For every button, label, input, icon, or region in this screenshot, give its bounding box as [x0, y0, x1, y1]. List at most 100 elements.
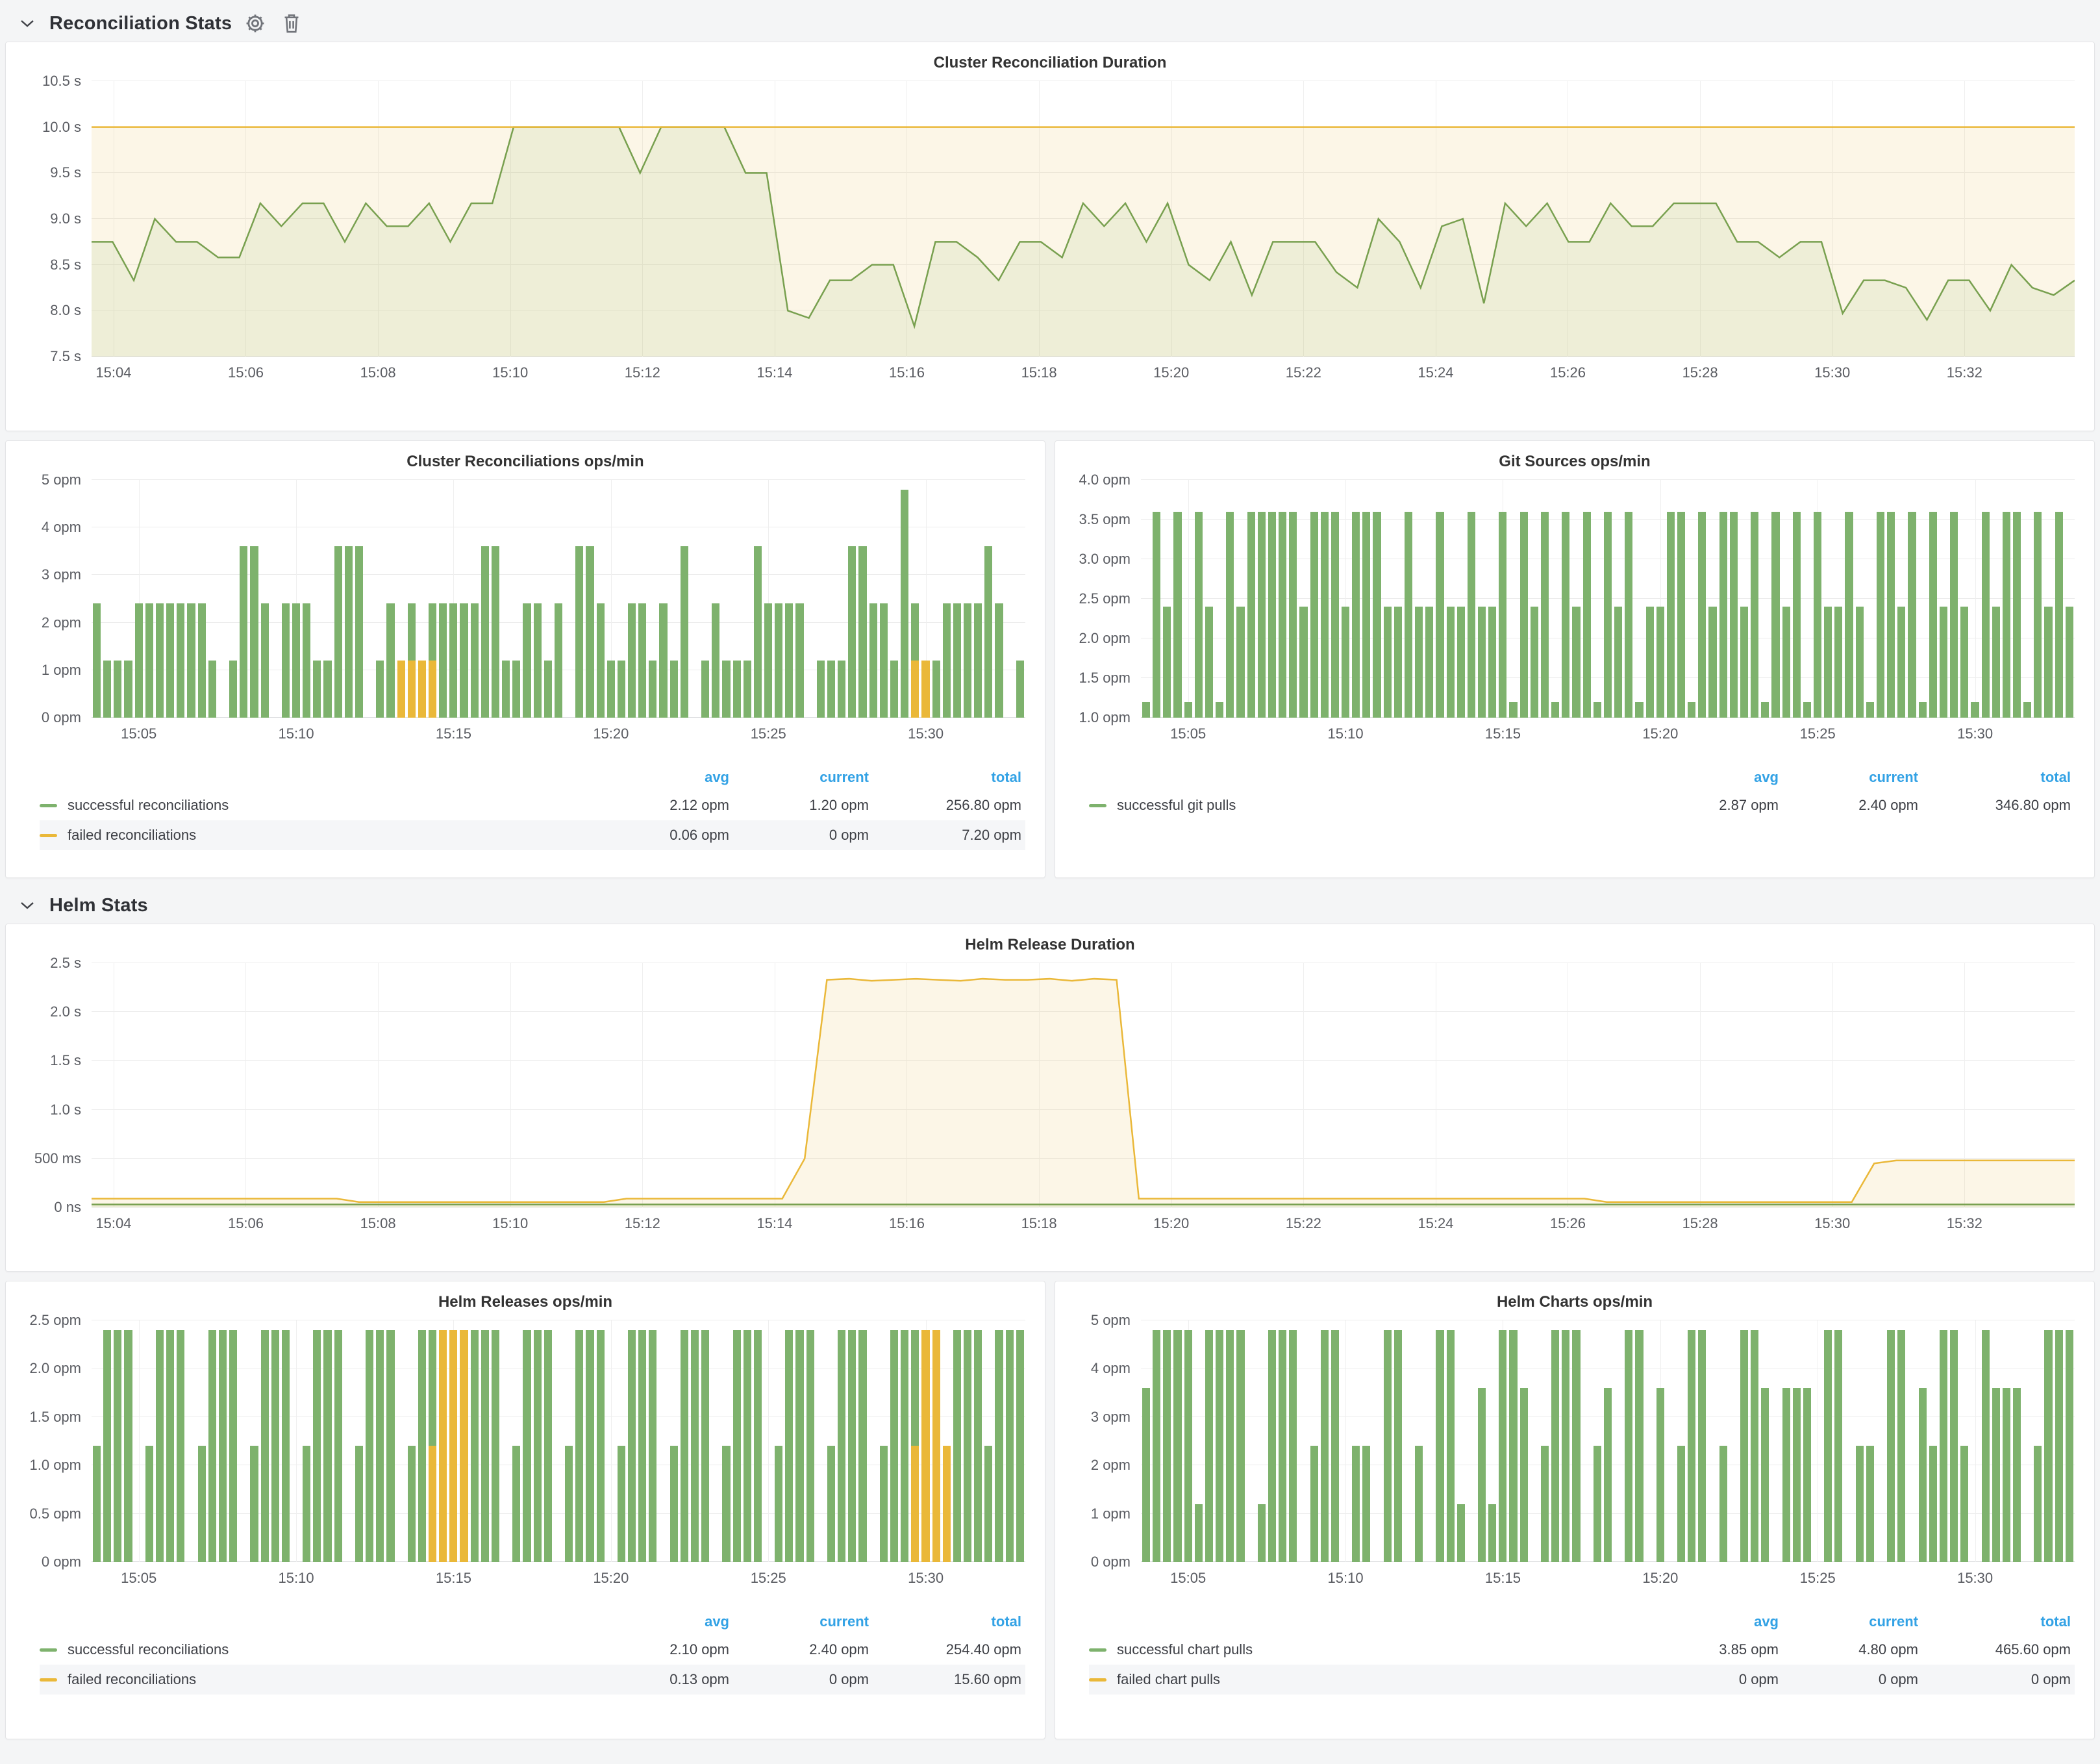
- legend-item[interactable]: successful git pulls: [1089, 797, 1643, 814]
- panel-title[interactable]: Cluster Reconciliation Duration: [933, 54, 1167, 71]
- bar: [1153, 480, 1161, 718]
- legend-item[interactable]: successful reconciliations: [40, 797, 594, 814]
- y-tick-label: 0 opm: [41, 1554, 81, 1570]
- legend-sort-total[interactable]: total: [991, 769, 1021, 785]
- legend-sort-total[interactable]: total: [2040, 769, 2071, 785]
- legend-item[interactable]: failed reconciliations: [40, 1671, 594, 1688]
- legend-sort-total[interactable]: total: [2040, 1613, 2071, 1630]
- x-tick-label: 15:24: [1418, 1215, 1454, 1231]
- legend-sort-current[interactable]: current: [819, 769, 869, 785]
- gridline-v: [1700, 963, 1701, 1207]
- gridline-h: [92, 1011, 2075, 1013]
- bar: [1582, 480, 1591, 718]
- bar: [890, 480, 899, 718]
- plot-area[interactable]: [1141, 479, 2075, 718]
- legend-current-value: 0 opm: [1878, 1671, 1918, 1687]
- legend-sort-avg[interactable]: avg: [1754, 1613, 1779, 1630]
- gear-icon[interactable]: [242, 10, 268, 36]
- bar: [1446, 480, 1455, 718]
- trash-icon[interactable]: [279, 10, 305, 36]
- bar: [197, 1320, 206, 1562]
- bar: [1992, 1320, 2000, 1562]
- x-tick-label: 15:10: [278, 1570, 314, 1586]
- legend-sort-avg[interactable]: avg: [1754, 769, 1779, 785]
- bar: [995, 1320, 1003, 1562]
- plot-area[interactable]: [92, 81, 2075, 357]
- bar: [2034, 1320, 2042, 1562]
- y-tick-label: 0 opm: [1090, 1554, 1131, 1570]
- bar: [166, 480, 175, 718]
- panel-helm-releases-opm: Helm Releases ops/min 0 opm 0.5 opm 1.0 op…: [5, 1281, 1045, 1739]
- legend-avg-value: 2.87 opm: [1719, 797, 1779, 813]
- section-collapse-toggle[interactable]: Helm Stats: [14, 892, 148, 918]
- bar: [817, 1320, 825, 1562]
- legend-sort-avg[interactable]: avg: [705, 769, 729, 785]
- bar: [1236, 480, 1245, 718]
- bar: [942, 1320, 951, 1562]
- bar: [627, 1320, 636, 1562]
- bar: [303, 480, 311, 718]
- section-collapse-toggle[interactable]: Reconciliation Stats: [14, 10, 232, 36]
- bar: [1342, 1320, 1349, 1562]
- legend-item[interactable]: failed chart pulls: [1089, 1671, 1643, 1688]
- bar: [124, 480, 132, 718]
- plot-area[interactable]: [92, 963, 2075, 1207]
- bar: [460, 1320, 468, 1562]
- bar: [1761, 1320, 1769, 1562]
- bar: [1751, 1320, 1759, 1562]
- panel-title[interactable]: Helm Release Duration: [965, 936, 1135, 953]
- panel-title[interactable]: Helm Releases ops/min: [438, 1293, 613, 1311]
- bar: [1362, 1320, 1371, 1562]
- x-tick-label: 15:30: [908, 725, 944, 742]
- series-color-dash: [40, 833, 57, 837]
- legend-sort-avg[interactable]: avg: [705, 1613, 729, 1630]
- y-axis: 1.0 opm 1.5 opm 2.0 opm 2.5 opm 3.0 opm 3.5 o…: [1062, 472, 1141, 725]
- x-tick-label: 15:30: [1957, 1570, 1994, 1586]
- bar: [271, 1320, 279, 1562]
- legend-sort-current[interactable]: current: [819, 1613, 869, 1630]
- bar: [418, 1320, 426, 1562]
- legend-sort-current[interactable]: current: [1869, 1613, 1918, 1630]
- bar: [722, 1320, 731, 1562]
- gridline-v: [1832, 81, 1833, 357]
- legend-total-value: 7.20 opm: [962, 827, 1021, 843]
- legend-sort-current[interactable]: current: [1869, 769, 1918, 785]
- plot-area[interactable]: [92, 479, 1025, 718]
- legend-total-value: 256.80 opm: [945, 797, 1021, 813]
- bar: [429, 480, 437, 718]
- bar: [344, 480, 353, 718]
- y-tick-label: 3 opm: [41, 566, 81, 583]
- gridline-v: [1964, 81, 1966, 357]
- legend-header: avg current total: [1089, 1609, 2075, 1635]
- bar: [1908, 480, 1916, 718]
- bar: [827, 480, 836, 718]
- gridline-v: [642, 963, 644, 1207]
- bar: [775, 1320, 783, 1562]
- bar: [523, 480, 531, 718]
- gridline-v: [378, 81, 379, 357]
- bar: [838, 1320, 846, 1562]
- legend-item[interactable]: successful reconciliations: [40, 1641, 594, 1658]
- gridline-v: [1303, 963, 1305, 1207]
- y-tick-label: 1.5 s: [50, 1052, 81, 1069]
- panel-title[interactable]: Helm Charts ops/min: [1496, 1293, 1653, 1311]
- gridline-v: [1171, 81, 1172, 357]
- plot-area[interactable]: [1141, 1320, 2075, 1562]
- bar: [1950, 1320, 1958, 1562]
- gridline-v: [1039, 81, 1040, 357]
- bar: [1226, 480, 1234, 718]
- bar: [187, 1320, 195, 1562]
- bar: [177, 480, 185, 718]
- legend-item[interactable]: successful chart pulls: [1089, 1641, 1643, 1658]
- panel-title[interactable]: Git Sources ops/min: [1499, 453, 1651, 470]
- legend-row: failed chart pulls 0 opm 0 opm 0 opm: [1089, 1665, 2075, 1695]
- legend-item[interactable]: failed reconciliations: [40, 827, 594, 844]
- bar: [1698, 1320, 1706, 1562]
- legend-avg-value: 3.85 opm: [1719, 1641, 1779, 1657]
- bar: [1814, 1320, 1821, 1562]
- panel-title[interactable]: Cluster Reconciliations ops/min: [406, 453, 644, 470]
- legend-sort-total[interactable]: total: [991, 1613, 1021, 1630]
- bar: [2034, 480, 2042, 718]
- plot-area[interactable]: [92, 1320, 1025, 1562]
- bar: [281, 480, 290, 718]
